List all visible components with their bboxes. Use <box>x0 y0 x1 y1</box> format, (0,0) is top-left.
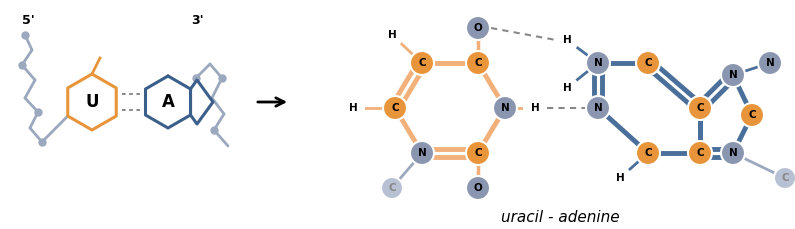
Circle shape <box>758 51 782 75</box>
Circle shape <box>466 51 490 75</box>
Circle shape <box>586 96 610 120</box>
Text: C: C <box>748 110 756 120</box>
Text: N: N <box>766 58 774 68</box>
Circle shape <box>609 167 631 189</box>
Text: U: U <box>85 93 99 111</box>
Circle shape <box>383 96 407 120</box>
Circle shape <box>636 141 660 165</box>
Text: N: N <box>501 103 510 113</box>
Circle shape <box>381 177 403 199</box>
Text: O: O <box>474 23 483 33</box>
Text: N: N <box>417 148 426 158</box>
Text: N: N <box>594 58 603 68</box>
Polygon shape <box>68 74 116 130</box>
Text: N: N <box>729 148 738 158</box>
Circle shape <box>466 176 490 200</box>
Text: uracil - adenine: uracil - adenine <box>501 210 619 226</box>
Text: N: N <box>594 103 603 113</box>
Circle shape <box>774 167 795 189</box>
Text: C: C <box>388 183 396 193</box>
Text: H: H <box>615 173 624 183</box>
Circle shape <box>586 51 610 75</box>
Text: C: C <box>644 58 652 68</box>
Text: C: C <box>781 173 789 183</box>
Circle shape <box>410 141 434 165</box>
Text: O: O <box>474 183 483 193</box>
Circle shape <box>342 97 364 119</box>
Text: C: C <box>474 148 482 158</box>
Polygon shape <box>191 80 213 124</box>
Circle shape <box>688 96 712 120</box>
Text: C: C <box>474 58 482 68</box>
Circle shape <box>381 24 403 46</box>
Circle shape <box>466 141 490 165</box>
Text: 3': 3' <box>192 14 204 27</box>
Text: H: H <box>530 103 539 113</box>
Text: 5': 5' <box>21 14 34 27</box>
Text: H: H <box>563 83 572 93</box>
Circle shape <box>740 103 764 127</box>
Text: H: H <box>563 35 572 45</box>
Polygon shape <box>145 76 191 128</box>
Text: C: C <box>644 148 652 158</box>
Text: H: H <box>349 103 358 113</box>
Text: C: C <box>391 103 399 113</box>
Circle shape <box>636 51 660 75</box>
Circle shape <box>556 77 578 99</box>
Circle shape <box>524 97 546 119</box>
Circle shape <box>721 63 745 87</box>
Circle shape <box>493 96 517 120</box>
Text: C: C <box>696 103 704 113</box>
Text: H: H <box>388 30 397 40</box>
Text: N: N <box>729 70 738 80</box>
Circle shape <box>721 141 745 165</box>
Text: C: C <box>418 58 426 68</box>
Text: C: C <box>696 148 704 158</box>
Circle shape <box>556 29 578 51</box>
Circle shape <box>688 141 712 165</box>
Circle shape <box>466 16 490 40</box>
Circle shape <box>410 51 434 75</box>
Text: A: A <box>161 93 174 111</box>
